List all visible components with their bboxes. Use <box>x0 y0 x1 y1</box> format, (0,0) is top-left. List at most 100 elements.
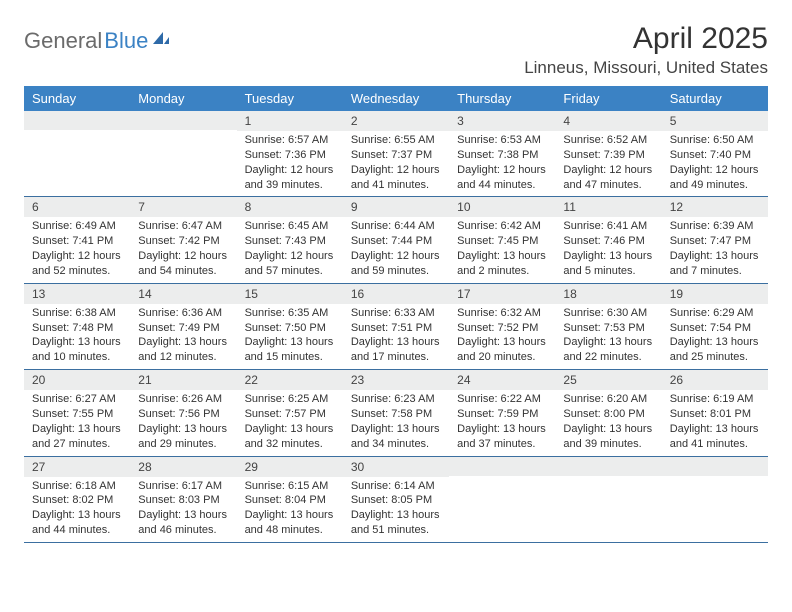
day-body: Sunrise: 6:33 AMSunset: 7:51 PMDaylight:… <box>343 304 449 369</box>
weekday-monday: Monday <box>130 86 236 111</box>
day-cell-15: 15Sunrise: 6:35 AMSunset: 7:50 PMDayligh… <box>237 284 343 369</box>
day-body <box>130 130 236 188</box>
sunset: Sunset: 7:56 PM <box>138 407 228 422</box>
sunrise: Sunrise: 6:29 AM <box>670 306 760 321</box>
day-cell-empty <box>130 111 236 196</box>
day-number: 11 <box>555 197 661 217</box>
day-number <box>555 457 661 476</box>
day-body: Sunrise: 6:14 AMSunset: 8:05 PMDaylight:… <box>343 477 449 542</box>
day-number: 28 <box>130 457 236 477</box>
sunrise: Sunrise: 6:30 AM <box>563 306 653 321</box>
sunrise: Sunrise: 6:57 AM <box>245 133 335 148</box>
day-number: 27 <box>24 457 130 477</box>
sunset: Sunset: 7:52 PM <box>457 321 547 336</box>
sunrise: Sunrise: 6:50 AM <box>670 133 760 148</box>
day-cell-empty <box>24 111 130 196</box>
daylight: Daylight: 13 hours and 44 minutes. <box>32 508 122 538</box>
daylight: Daylight: 13 hours and 7 minutes. <box>670 249 760 279</box>
daylight: Daylight: 13 hours and 27 minutes. <box>32 422 122 452</box>
weekday-header: SundayMondayTuesdayWednesdayThursdayFrid… <box>24 86 768 111</box>
daylight: Daylight: 13 hours and 29 minutes. <box>138 422 228 452</box>
weekday-wednesday: Wednesday <box>343 86 449 111</box>
week-row: 6Sunrise: 6:49 AMSunset: 7:41 PMDaylight… <box>24 197 768 283</box>
brand-sail-icon <box>151 30 171 51</box>
day-number: 1 <box>237 111 343 131</box>
daylight: Daylight: 13 hours and 37 minutes. <box>457 422 547 452</box>
day-number: 25 <box>555 370 661 390</box>
day-number: 8 <box>237 197 343 217</box>
sunrise: Sunrise: 6:47 AM <box>138 219 228 234</box>
daylight: Daylight: 13 hours and 25 minutes. <box>670 335 760 365</box>
day-number: 10 <box>449 197 555 217</box>
day-number: 21 <box>130 370 236 390</box>
day-cell-28: 28Sunrise: 6:17 AMSunset: 8:03 PMDayligh… <box>130 457 236 542</box>
brand-part1: General <box>24 28 102 54</box>
weekday-tuesday: Tuesday <box>237 86 343 111</box>
sunset: Sunset: 7:36 PM <box>245 148 335 163</box>
sunrise: Sunrise: 6:25 AM <box>245 392 335 407</box>
day-cell-5: 5Sunrise: 6:50 AMSunset: 7:40 PMDaylight… <box>662 111 768 196</box>
day-number: 13 <box>24 284 130 304</box>
sunrise: Sunrise: 6:41 AM <box>563 219 653 234</box>
sunrise: Sunrise: 6:27 AM <box>32 392 122 407</box>
day-body: Sunrise: 6:52 AMSunset: 7:39 PMDaylight:… <box>555 131 661 196</box>
calendar: SundayMondayTuesdayWednesdayThursdayFrid… <box>24 86 768 543</box>
sunrise: Sunrise: 6:52 AM <box>563 133 653 148</box>
daylight: Daylight: 12 hours and 57 minutes. <box>245 249 335 279</box>
daylight: Daylight: 13 hours and 20 minutes. <box>457 335 547 365</box>
sunrise: Sunrise: 6:18 AM <box>32 479 122 494</box>
sunrise: Sunrise: 6:38 AM <box>32 306 122 321</box>
sunrise: Sunrise: 6:26 AM <box>138 392 228 407</box>
day-number: 17 <box>449 284 555 304</box>
day-cell-3: 3Sunrise: 6:53 AMSunset: 7:38 PMDaylight… <box>449 111 555 196</box>
day-body: Sunrise: 6:35 AMSunset: 7:50 PMDaylight:… <box>237 304 343 369</box>
sunrise: Sunrise: 6:53 AM <box>457 133 547 148</box>
sunset: Sunset: 7:53 PM <box>563 321 653 336</box>
day-body: Sunrise: 6:44 AMSunset: 7:44 PMDaylight:… <box>343 217 449 282</box>
sunset: Sunset: 7:58 PM <box>351 407 441 422</box>
day-number: 6 <box>24 197 130 217</box>
daylight: Daylight: 13 hours and 2 minutes. <box>457 249 547 279</box>
day-number <box>130 111 236 130</box>
day-number <box>662 457 768 476</box>
location: Linneus, Missouri, United States <box>524 58 768 78</box>
sunrise: Sunrise: 6:19 AM <box>670 392 760 407</box>
day-number: 19 <box>662 284 768 304</box>
day-body: Sunrise: 6:15 AMSunset: 8:04 PMDaylight:… <box>237 477 343 542</box>
daylight: Daylight: 12 hours and 54 minutes. <box>138 249 228 279</box>
weekday-thursday: Thursday <box>449 86 555 111</box>
day-number: 20 <box>24 370 130 390</box>
sunset: Sunset: 8:03 PM <box>138 493 228 508</box>
sunset: Sunset: 7:39 PM <box>563 148 653 163</box>
day-cell-10: 10Sunrise: 6:42 AMSunset: 7:45 PMDayligh… <box>449 197 555 282</box>
daylight: Daylight: 13 hours and 32 minutes. <box>245 422 335 452</box>
sunrise: Sunrise: 6:32 AM <box>457 306 547 321</box>
day-body: Sunrise: 6:45 AMSunset: 7:43 PMDaylight:… <box>237 217 343 282</box>
sunset: Sunset: 7:48 PM <box>32 321 122 336</box>
day-number: 16 <box>343 284 449 304</box>
day-number <box>24 111 130 130</box>
day-body <box>24 130 130 188</box>
day-body: Sunrise: 6:17 AMSunset: 8:03 PMDaylight:… <box>130 477 236 542</box>
week-row: 20Sunrise: 6:27 AMSunset: 7:55 PMDayligh… <box>24 370 768 456</box>
day-cell-9: 9Sunrise: 6:44 AMSunset: 7:44 PMDaylight… <box>343 197 449 282</box>
daylight: Daylight: 13 hours and 22 minutes. <box>563 335 653 365</box>
daylight: Daylight: 12 hours and 44 minutes. <box>457 163 547 193</box>
day-number: 24 <box>449 370 555 390</box>
sunrise: Sunrise: 6:20 AM <box>563 392 653 407</box>
day-cell-21: 21 Sunrise: 6:26 AMSunset: 7:56 PMDayligh… <box>130 370 236 455</box>
day-number: 4 <box>555 111 661 131</box>
daylight: Daylight: 12 hours and 49 minutes. <box>670 163 760 193</box>
sunset: Sunset: 7:46 PM <box>563 234 653 249</box>
day-cell-13: 13Sunrise: 6:38 AMSunset: 7:48 PMDayligh… <box>24 284 130 369</box>
sunset: Sunset: 7:57 PM <box>245 407 335 422</box>
sunrise: Sunrise: 6:17 AM <box>138 479 228 494</box>
sunset: Sunset: 7:50 PM <box>245 321 335 336</box>
daylight: Daylight: 13 hours and 41 minutes. <box>670 422 760 452</box>
sunrise: Sunrise: 6:14 AM <box>351 479 441 494</box>
day-body <box>449 476 555 534</box>
week-row: 27Sunrise: 6:18 AMSunset: 8:02 PMDayligh… <box>24 457 768 543</box>
day-body: Sunrise: 6:42 AMSunset: 7:45 PMDaylight:… <box>449 217 555 282</box>
day-number: 26 <box>662 370 768 390</box>
sunset: Sunset: 7:47 PM <box>670 234 760 249</box>
